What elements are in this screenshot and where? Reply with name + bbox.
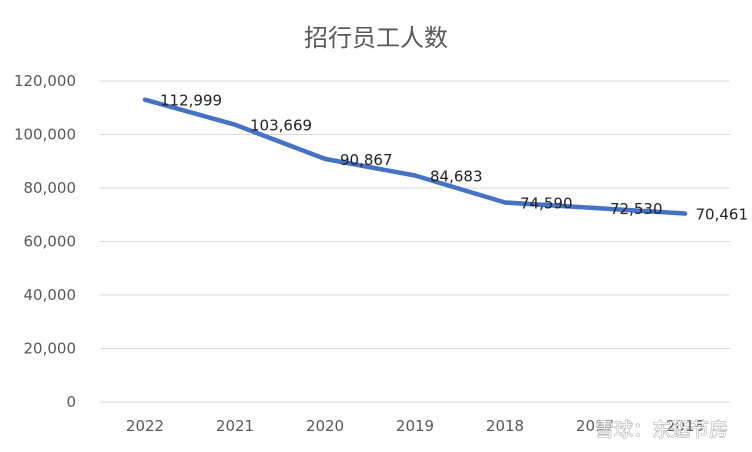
data-labels: 112,999 103,669 90,867 84,683 74,590 72,530 70…: [160, 92, 748, 224]
x-tick-label: 2020: [306, 417, 344, 435]
data-point: [682, 211, 688, 216]
grid-lines: [100, 80, 730, 403]
data-label: 112,999: [160, 92, 222, 110]
data-label: 72,530: [610, 200, 663, 218]
x-tick-label: 2018: [486, 417, 524, 435]
data-label: 103,669: [250, 117, 312, 135]
y-tick-label: 0: [66, 393, 76, 411]
data-label: 74,590: [520, 194, 573, 212]
y-tick-label: 40,000: [24, 286, 77, 304]
x-tick-label: 2021: [216, 417, 254, 435]
data-label: 70,461: [696, 206, 749, 224]
y-tick-label: 80,000: [24, 179, 77, 197]
data-label: 84,683: [430, 167, 483, 185]
data-point: [232, 122, 238, 127]
data-point: [412, 173, 418, 178]
data-point: [592, 205, 598, 211]
series-line-layer: [142, 97, 688, 216]
x-tick-label: 2022: [126, 417, 164, 435]
data-point: [502, 200, 508, 205]
x-tick-label: 2019: [396, 417, 434, 435]
y-tick-label: 60,000: [24, 233, 77, 251]
y-tick-label: 100,000: [14, 126, 76, 144]
chart-title: 招行员工人数: [304, 24, 448, 52]
y-axis-tick-labels: 0 20,000 40,000 60,000 80,000 100,000 120,000: [14, 72, 76, 411]
watermark-text: 雪球：东逛节房: [595, 419, 728, 441]
x-tick-label: 2016: [666, 417, 704, 435]
y-tick-label: 20,000: [24, 340, 77, 358]
x-axis-tick-labels: 2022 2021 2020 2019 2018 2017 2016: [126, 417, 704, 435]
data-point: [322, 156, 328, 162]
data-point: [142, 97, 148, 102]
data-label: 90,867: [340, 151, 393, 169]
series-line: [142, 97, 688, 216]
x-tick-label: 2017: [576, 417, 614, 435]
y-tick-label: 120,000: [14, 72, 76, 90]
